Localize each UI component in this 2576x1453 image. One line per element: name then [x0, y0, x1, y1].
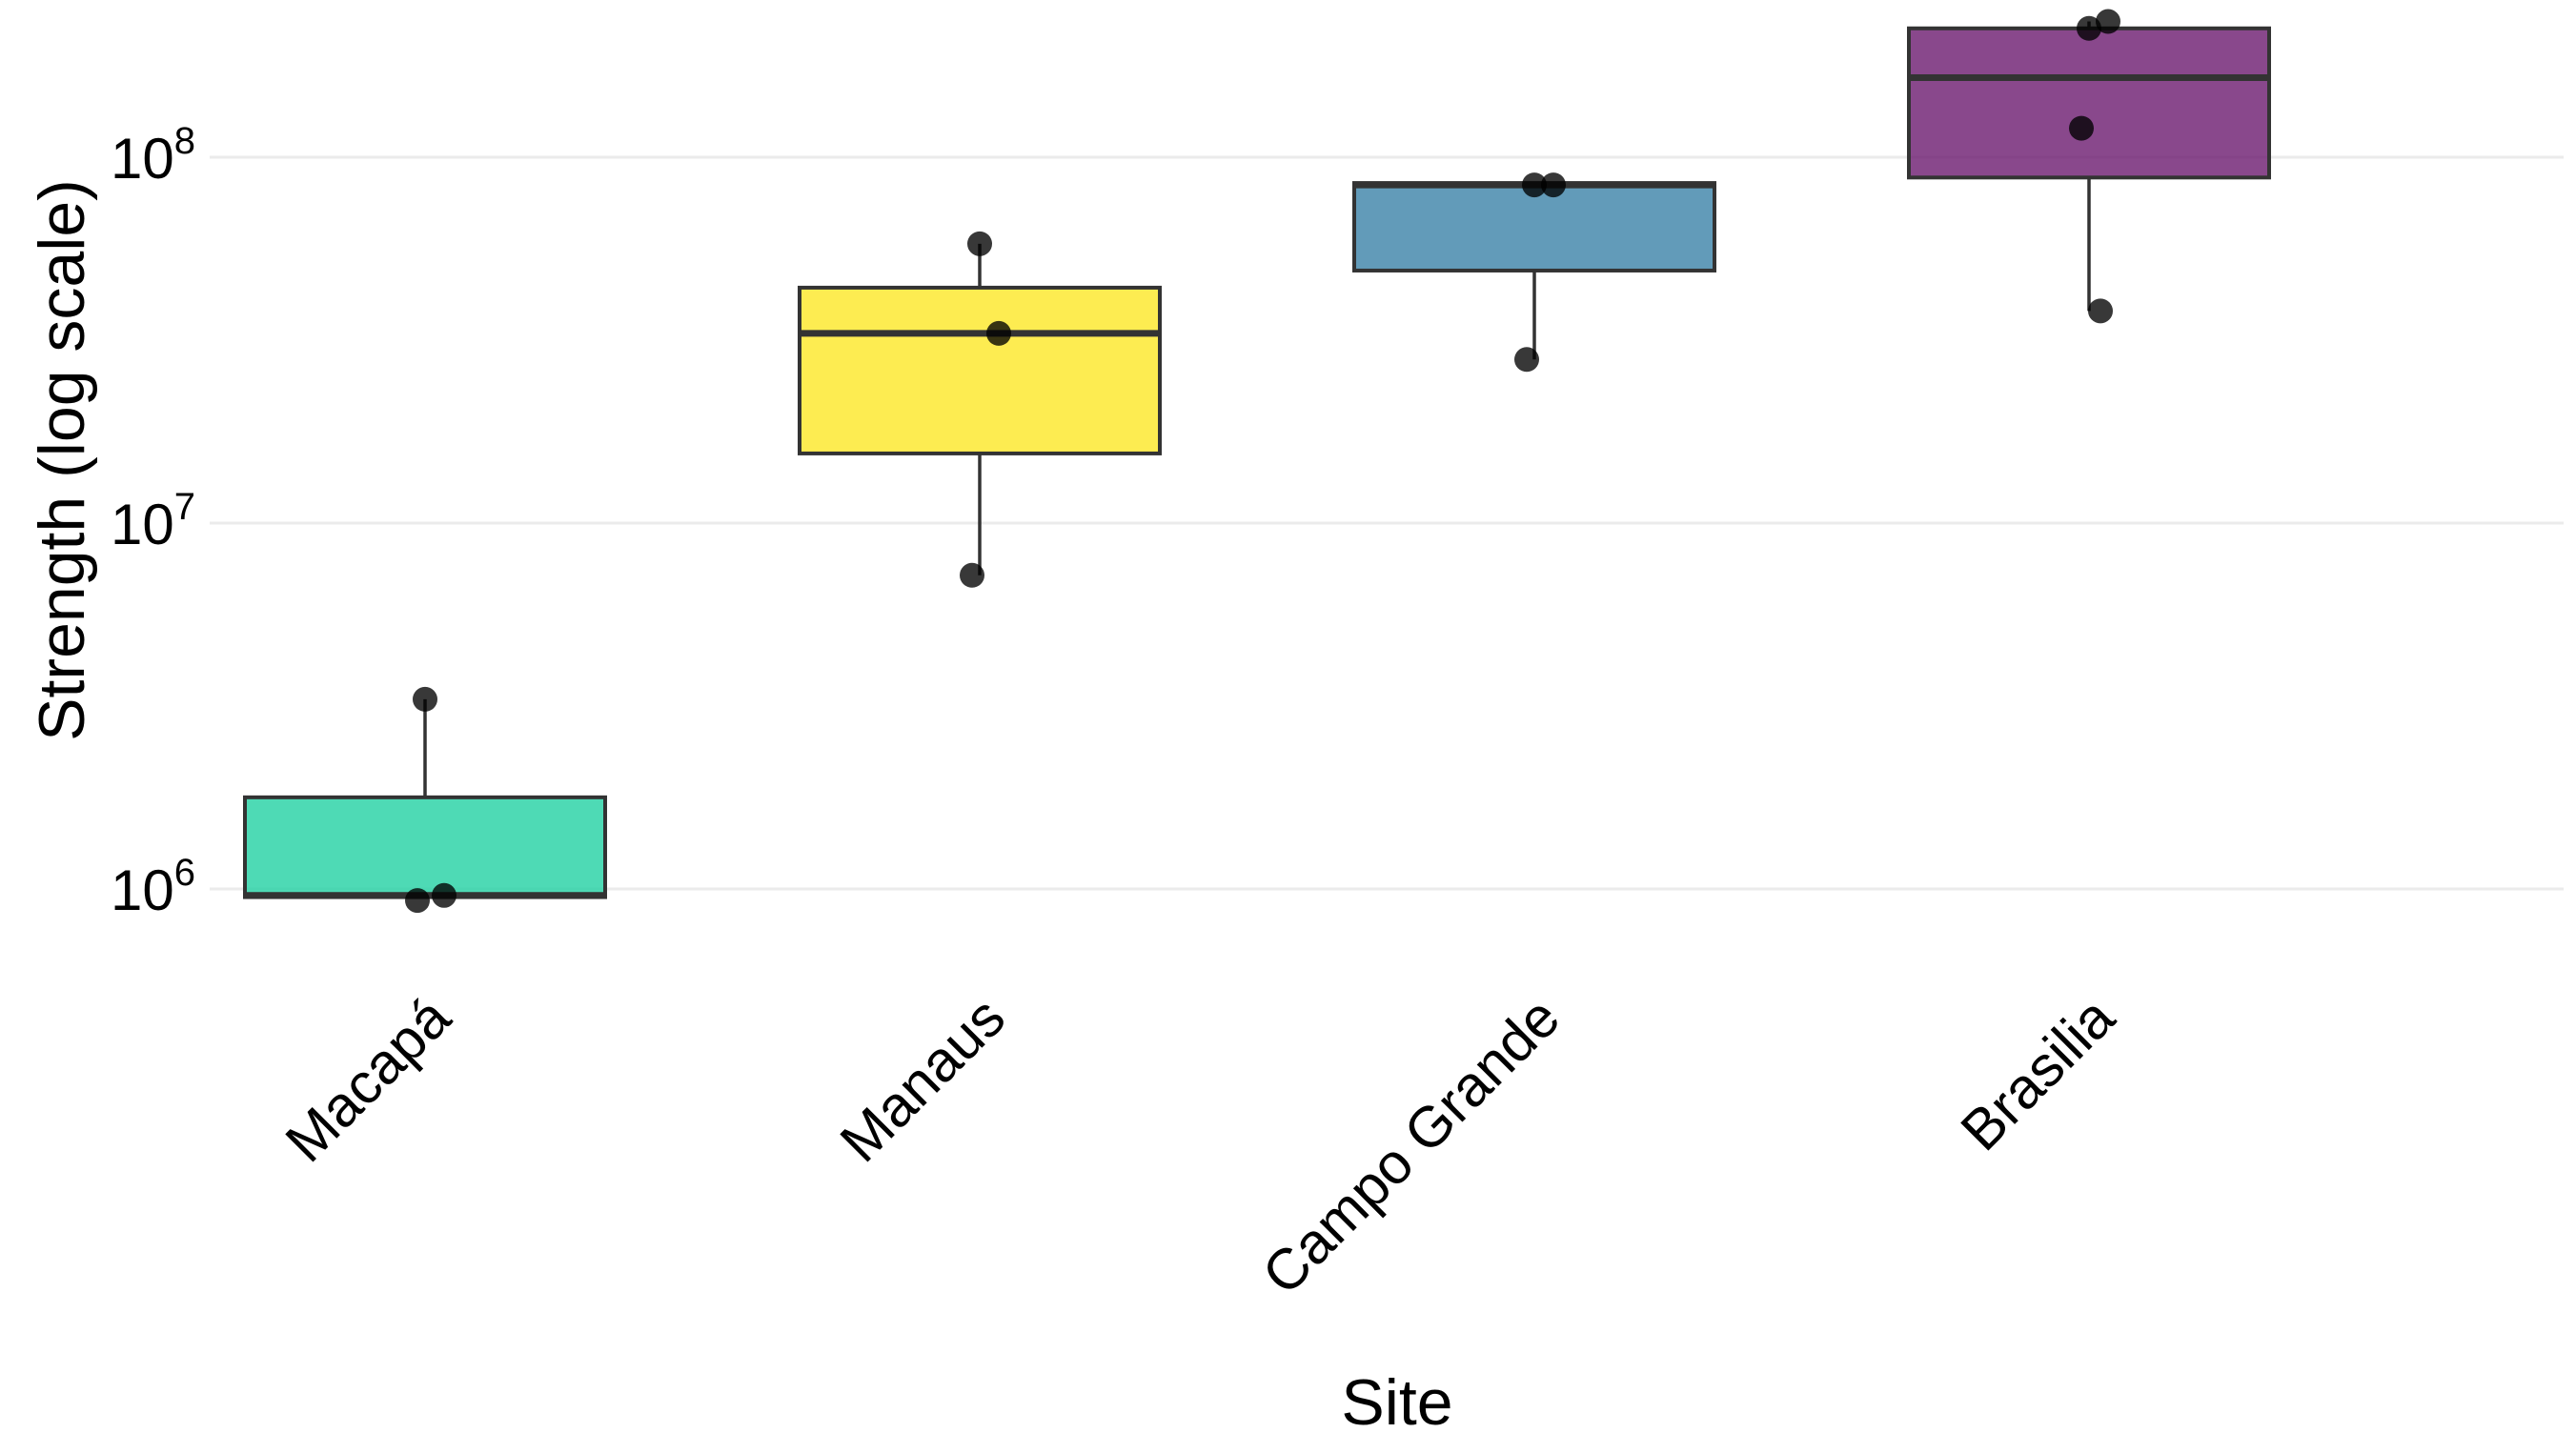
y-tick-label: 107 [111, 486, 195, 556]
box-iqr [243, 795, 607, 899]
x-axis-title: Site [1341, 1366, 1452, 1439]
y-tick-exponent: 6 [174, 852, 195, 894]
box-group-2 [1352, 172, 1716, 373]
y-tick-base: 10 [111, 127, 174, 191]
y-axis-title: Strength (log scale) [26, 179, 98, 741]
x-tick-labels: Macapá Manaus Campo Grande Brasilia [274, 984, 2127, 1306]
box-group-3 [1907, 9, 2271, 324]
box-group-0 [243, 686, 607, 914]
data-point [960, 562, 984, 588]
box-iqr [798, 285, 1162, 455]
data-point [1541, 172, 1566, 198]
y-tick-label: 106 [111, 852, 195, 922]
x-tick-label: Brasilia [1949, 984, 2127, 1162]
data-point [2077, 15, 2101, 41]
data-point [2088, 298, 2113, 324]
data-point [1514, 347, 1539, 373]
y-tick-base: 10 [111, 493, 174, 556]
data-point [413, 686, 437, 712]
y-tick-exponent: 8 [174, 120, 195, 162]
box-group-1 [798, 231, 1162, 588]
data-point [2069, 115, 2094, 141]
data-point [405, 888, 430, 914]
boxes [243, 9, 2271, 914]
box-iqr [1907, 26, 2271, 180]
y-tick-exponent: 7 [174, 486, 195, 528]
x-tick-label: Manaus [828, 985, 1017, 1174]
data-point [432, 882, 456, 908]
data-point [1522, 172, 1547, 198]
x-tick-label: Campo Grande [1250, 985, 1572, 1306]
y-tick-label: 108 [111, 120, 195, 191]
y-tick-base: 10 [111, 858, 174, 922]
data-point [2096, 9, 2120, 34]
data-point [967, 231, 992, 256]
data-point [986, 320, 1011, 346]
x-tick-label: Macapá [274, 984, 463, 1174]
